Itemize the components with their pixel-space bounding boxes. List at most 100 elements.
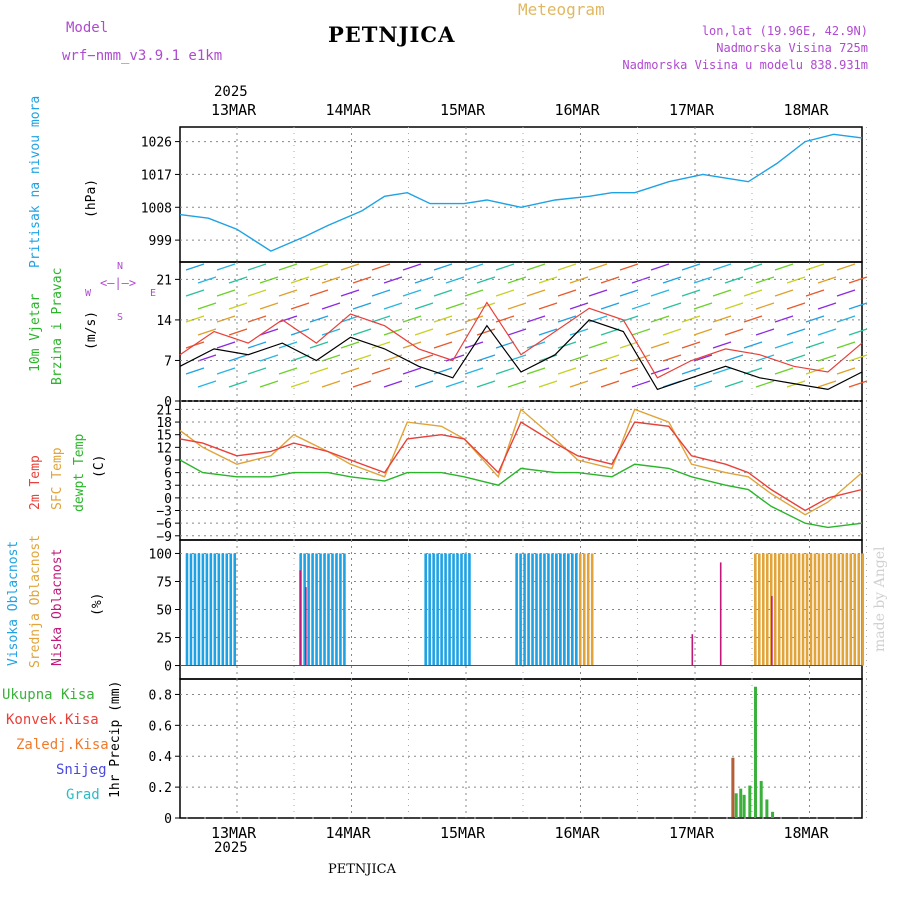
high-cloud-bar [460,553,463,666]
wind-arrow [433,315,453,323]
station-title: PETNJICA [328,22,456,47]
mid-cloud-bar [801,553,805,666]
mid-cloud-bar [833,553,837,666]
wind-arrow [631,302,651,310]
mid-cloud-bar [793,553,797,666]
high-cloud-bar [523,553,526,666]
wind-arrow [495,341,515,349]
wind-arrow [228,302,248,310]
mid-cloud-bar [813,553,817,666]
compass-s: S [117,312,124,323]
wind-arrow [588,289,608,297]
wind-tick: 14 [156,314,172,329]
cloud-tick: 50 [156,604,172,619]
mid-cloud-bar [761,553,765,666]
temp-tick: 12 [156,441,172,456]
wind-arrow [662,328,682,336]
wind-arrow [588,263,608,271]
wind-arrow [774,367,794,375]
mid-cloud-bar [821,553,825,666]
high-cloud-bar [515,553,518,666]
wind-arrow [185,263,205,271]
wind-arrow [836,289,856,297]
mid-cloud-bar [797,553,801,666]
wind-arrow [724,328,744,336]
wind-arrow [681,315,701,323]
high-cloud-bar [225,553,229,666]
wind-arrow [371,263,391,271]
wind-arrow [662,276,682,284]
wind-arrow [836,341,856,349]
day-label-top: 18MAR [784,101,830,119]
day-label-bottom: 16MAR [555,824,601,842]
wind-arrow [464,263,484,271]
wind-arrow [309,315,329,323]
wind-arrow [650,341,670,349]
wind-arrow [321,276,341,284]
wind-arrow [278,289,298,297]
day-label-bottom: 18MAR [784,824,830,842]
wind-arrow [526,315,546,323]
wind-arrow [321,328,341,336]
year-bottom: 2025 [214,840,248,856]
wind-arrow [433,289,453,297]
wind-arrow [278,315,298,323]
high-cloud-bar [197,553,201,666]
wind-arrow [228,354,248,362]
wind-arrow [445,276,465,284]
wind-arrow [693,302,713,310]
wind-arrow [774,289,794,297]
high-cloud-bar [440,553,443,666]
mid-cloud-bar [757,553,761,666]
high-cloud-bar [547,553,550,666]
wind-arrow [414,276,434,284]
high-cloud-bar [567,553,570,666]
dewpt-line [179,459,863,529]
mid-cloud-bar [590,553,594,666]
precip-bar [734,793,738,818]
temp-tick: −9 [156,530,172,545]
wind-arrow [774,341,794,349]
wind-arrow [681,263,701,271]
wind-arrow [817,380,837,388]
day-label-bottom: 17MAR [669,824,715,842]
temp-tick: −3 [156,505,172,520]
precip-tick: 0.4 [149,750,173,765]
pressure-tick: 999 [149,234,172,249]
high-cloud-bar [311,553,314,666]
mid-cloud-bar [837,553,841,666]
wind-arrow [216,315,236,323]
wind-arrow [569,302,589,310]
mid-cloud-bar [805,553,809,666]
pressure-tick: 1008 [141,201,172,216]
wind-arrow [755,276,775,284]
wind-arrow [619,341,639,349]
wind-arrow [414,380,434,388]
cloud-tick: 0 [164,660,172,675]
wind-arrow [185,315,205,323]
wind-arrow [588,341,608,349]
wind-arrow [352,302,372,310]
wind-arrow [557,367,577,375]
mid-cloud-bar [765,553,769,666]
mid-cloud-bar [582,553,586,666]
high-cloud-bar [571,553,574,666]
wind-arrow [786,302,806,310]
wind-arrow [476,328,496,336]
wind-arrow [526,263,546,271]
wind-arrow [600,380,620,388]
wind-arrow [228,276,248,284]
wind-arrow [848,302,868,310]
wind-arrow [526,367,546,375]
wind-arrow [569,380,589,388]
wind-arrow [681,289,701,297]
high-cloud-bar [559,553,562,666]
wind-arrow [340,315,360,323]
low-cloud-bar [771,596,773,666]
wind-arrow [619,315,639,323]
wind-arrow [805,367,825,375]
high-cloud-bar [424,553,427,666]
wind-arrow [340,341,360,349]
wind-arrow [495,263,515,271]
wind-arrow [712,341,732,349]
